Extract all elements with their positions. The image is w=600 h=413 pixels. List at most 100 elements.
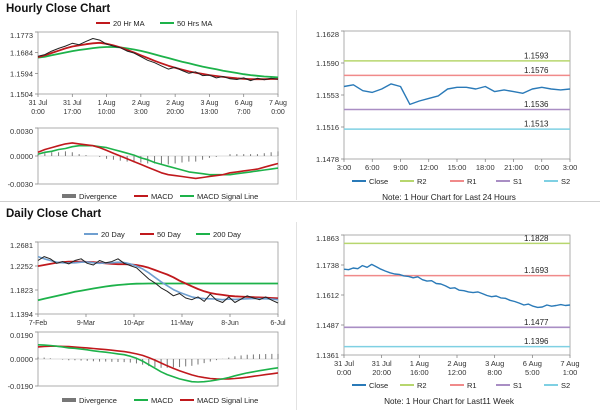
x-tick-label: 6 Aug: [235, 100, 253, 107]
panel-divider: [296, 10, 297, 200]
y-tick-label: 1.1590: [316, 59, 339, 68]
x-tick-label: 10-Apr: [123, 320, 145, 326]
x-tick-label: 11-May: [171, 320, 194, 326]
y-tick-label: 1.1863: [316, 234, 339, 243]
level-r1-label: 1.1576: [524, 66, 549, 75]
x-tick-label: 6:00: [365, 163, 380, 172]
panel-divider: [296, 222, 297, 410]
legend-label: Close: [369, 381, 388, 390]
y-tick-label: 0.0190: [10, 331, 33, 340]
x-tick-label: 10:00: [98, 109, 116, 116]
x-tick-label: 12:00: [419, 163, 438, 172]
y-tick-label: 1.1594: [10, 69, 33, 78]
x-tick-label: 20:00: [372, 368, 391, 377]
y-tick-label: 1.1553: [316, 91, 339, 100]
x-tick-label: 12:00: [448, 368, 467, 377]
x-tick-label: 3 Aug: [485, 359, 504, 368]
y-tick-label: 1.1394: [10, 310, 33, 319]
x-tick-label: 0:00: [534, 163, 549, 172]
x-tick-label: 2 Aug: [132, 100, 150, 107]
legend-label: 20 Day: [101, 230, 125, 239]
legend-label: R1: [467, 177, 477, 186]
y-tick-label: 0.0030: [10, 127, 33, 136]
hourly-section-title: Hourly Close Chart: [6, 3, 111, 15]
x-tick-label: 17:00: [64, 109, 82, 116]
x-tick-label: 31 Jul: [372, 359, 392, 368]
x-tick-label: 7:00: [237, 109, 251, 116]
ma-200-line: [37, 282, 278, 302]
x-tick-label: 1 Aug: [98, 100, 116, 107]
legend-swatch: [62, 398, 76, 402]
legend-label: S1: [513, 177, 522, 186]
legend-label: MACD Signal Line: [197, 192, 258, 201]
section-divider: [0, 201, 600, 202]
plot-area: [37, 31, 279, 95]
legend-label: S1: [513, 381, 522, 390]
close-line: [343, 263, 571, 309]
plot-area: [37, 241, 279, 315]
legend-label: R1: [467, 381, 477, 390]
legend-label: 50 Day: [157, 230, 181, 239]
y-tick-label: -0.0030: [8, 180, 33, 189]
x-tick-label: 1 Aug: [410, 359, 429, 368]
x-tick-label: 13:00: [201, 109, 219, 116]
y-tick-label: 1.2681: [10, 241, 33, 250]
close-line: [343, 83, 571, 106]
macd-line: [37, 344, 279, 383]
level-s2-label: 1.1513: [524, 120, 549, 129]
x-tick-label: 3:00: [134, 109, 148, 116]
x-tick-label: 16:00: [410, 368, 429, 377]
x-tick-label: 6 Aug: [523, 359, 542, 368]
x-tick-label: 0:00: [271, 109, 285, 116]
legend-label: S2: [561, 177, 570, 186]
y-tick-label: 1.2252: [10, 262, 33, 271]
legend-label: MACD: [151, 192, 174, 201]
level-r2-label: 1.1593: [524, 51, 549, 60]
level-r1-label: 1.1693: [524, 266, 549, 275]
ma-50-line: [37, 260, 279, 300]
y-tick-label: 0.0000: [10, 152, 33, 161]
y-tick-label: 1.1823: [10, 286, 33, 295]
x-tick-label: 9-Mar: [77, 320, 96, 326]
level-r2-label: 1.1828: [524, 234, 549, 243]
x-tick-label: 2 Aug: [166, 100, 184, 107]
daily-week-chart: 1.1863 1.1738 1.1612 1.1487 1.1361 1.1828 1.16…: [316, 234, 580, 390]
x-tick-label: 8-Jun: [221, 320, 239, 326]
legend-swatch: [62, 194, 76, 198]
level-s1-label: 1.1477: [524, 318, 549, 327]
x-tick-label: 5:00: [525, 368, 540, 377]
y-tick-label: 1.1361: [316, 351, 339, 360]
macd-signal-line: [37, 144, 279, 176]
y-tick-label: 1.1612: [316, 291, 339, 300]
close-line: [37, 38, 279, 82]
macd-line: [37, 142, 279, 180]
daily-note: Note: 1 Hour Chart for Last11 Week: [384, 397, 514, 406]
y-tick-label: 1.1684: [10, 49, 33, 58]
legend-label: S2: [561, 381, 570, 390]
x-tick-label: 8:00: [487, 368, 502, 377]
x-tick-label: 7 Aug: [560, 359, 579, 368]
y-tick-label: 1.1516: [316, 123, 339, 132]
y-tick-label: 1.1773: [10, 31, 33, 40]
x-tick-label: 7 Aug: [269, 100, 287, 107]
x-tick-label: 20:00: [166, 109, 184, 116]
y-tick-label: -0.0190: [8, 382, 33, 391]
x-tick-label: 18:00: [476, 163, 495, 172]
y-tick-label: 1.1738: [316, 261, 339, 270]
plot-area: [343, 30, 571, 160]
x-tick-label: 31 Jul: [63, 100, 82, 107]
daily-section-title: Daily Close Chart: [6, 208, 102, 220]
legend-label: Divergence: [79, 192, 117, 201]
x-tick-label: 3 Aug: [200, 100, 218, 107]
x-tick-label: 6-Jul: [270, 320, 286, 326]
legend-label: 200 Day: [213, 230, 241, 239]
legend-label: MACD Signal Line: [197, 396, 258, 405]
x-tick-label: 9:00: [393, 163, 408, 172]
x-tick-label: 31 Jul: [334, 359, 354, 368]
ma-20-line: [37, 41, 278, 81]
x-tick-label: 3:00: [563, 163, 578, 172]
y-tick-label: 1.1504: [10, 90, 33, 99]
legend-label: MACD: [151, 396, 174, 405]
